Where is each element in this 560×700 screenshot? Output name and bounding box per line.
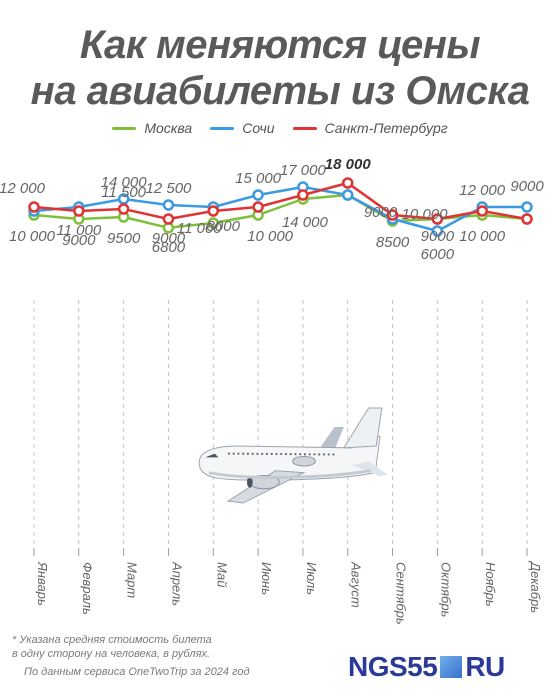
data-label: 12 500 <box>146 180 193 197</box>
chart-series <box>33 181 528 233</box>
data-label: 9000 <box>152 230 186 247</box>
footnote: * Указана средняя стоимость билета в одн… <box>12 633 212 661</box>
legend-swatch-sochi <box>210 126 235 130</box>
data-point <box>252 201 264 213</box>
footnote-line-2: в одну сторону на человека, в рублях. <box>12 648 211 660</box>
x-tick-label: Июнь <box>259 562 274 595</box>
brand-logo-left: NGS55 <box>348 651 438 682</box>
title-line-1: Как меняются цены <box>79 23 481 67</box>
x-tick-label: Июль <box>304 562 319 595</box>
data-point <box>431 225 444 237</box>
data-label: 14 000 <box>282 214 329 231</box>
data-label: 14 000 <box>101 174 148 191</box>
data-label: 17 000 <box>280 162 327 179</box>
chart-grid <box>33 300 528 556</box>
title-line-2: на авиабилеты из Омска <box>30 69 530 113</box>
data-point <box>73 205 85 217</box>
x-tick-label: Январь <box>35 561 50 606</box>
x-tick-label: Февраль <box>80 562 95 615</box>
data-point <box>341 189 354 201</box>
data-point <box>297 189 309 201</box>
x-tick-label: Апрель <box>169 561 184 606</box>
data-label: 6800 <box>152 239 186 256</box>
x-tick-label: Октябрь <box>438 562 453 618</box>
series-line <box>33 185 527 233</box>
x-tick-label: Сентябрь <box>394 562 409 625</box>
series-line <box>33 181 528 221</box>
data-label: 9000 <box>510 178 544 195</box>
legend-item-sochi: Сочи <box>210 120 275 136</box>
data-label: 6000 <box>421 246 455 263</box>
data-label: 9000 <box>62 232 96 249</box>
data-point <box>252 189 264 201</box>
data-point <box>521 213 533 225</box>
data-point <box>521 201 533 213</box>
footnote-line-1: * Указана средняя стоимость билета <box>12 634 212 646</box>
x-tick-label: Май <box>214 562 229 587</box>
data-point <box>431 213 444 225</box>
legend-label-moscow: Москва <box>144 120 193 136</box>
x-tick-label: Август <box>349 561 364 608</box>
data-point <box>341 177 354 189</box>
data-label: 8500 <box>376 234 410 251</box>
data-label: 10 000 <box>247 228 294 245</box>
data-point <box>28 201 40 213</box>
chart-points <box>28 177 533 237</box>
data-label: 11 500 <box>101 184 146 201</box>
legend-label-sochi: Сочи <box>242 120 275 136</box>
legend-item-moscow: Москва <box>112 120 192 136</box>
brand-logo-square <box>440 656 463 678</box>
legend-swatch-spb <box>292 126 317 130</box>
data-point <box>117 203 130 215</box>
data-point <box>386 209 399 221</box>
data-label: 10 000 <box>459 228 506 245</box>
data-label: 11 000 <box>177 220 222 237</box>
legend-label-spb: Санкт-Петербург <box>324 120 448 136</box>
data-label: 9500 <box>107 230 141 247</box>
x-tick-label: Ноябрь <box>483 562 498 607</box>
data-label: 12 000 <box>459 182 506 199</box>
data-label: 11 000 <box>56 222 101 239</box>
source-note: По данным сервиса OneTwoTrip за 2024 год <box>24 666 250 678</box>
airplane-illustration <box>198 407 388 504</box>
page-title: Как меняются цены на авиабилеты из Омска <box>0 22 560 114</box>
data-label: 10 000 <box>402 206 449 223</box>
data-label: 9000 <box>421 228 455 245</box>
brand-logo: NGS55 RU <box>348 651 505 683</box>
brand-logo-right: RU <box>465 651 505 682</box>
chart-x-axis-labels: Январь Февраль Март Апрель Май Июнь Июль Август… <box>35 560 543 625</box>
data-label: 9000 <box>364 204 398 221</box>
data-label: 8000 <box>207 218 241 235</box>
data-point <box>207 205 220 217</box>
data-label: 15 000 <box>235 170 282 187</box>
data-point <box>162 213 175 225</box>
data-point <box>162 199 175 211</box>
legend-item-spb: Санкт-Петербург <box>292 120 448 136</box>
legend-swatch-moscow <box>112 126 137 130</box>
data-label: 10 000 <box>9 228 56 245</box>
data-label: 18 000 <box>325 156 372 173</box>
data-point <box>207 217 220 229</box>
x-tick-label: Декабрь <box>528 560 543 613</box>
data-label: 12 000 <box>0 180 46 197</box>
x-tick-label: Март <box>125 562 140 598</box>
chart-legend: Москва Сочи Санкт-Петербург <box>0 120 560 136</box>
data-point <box>476 205 488 217</box>
